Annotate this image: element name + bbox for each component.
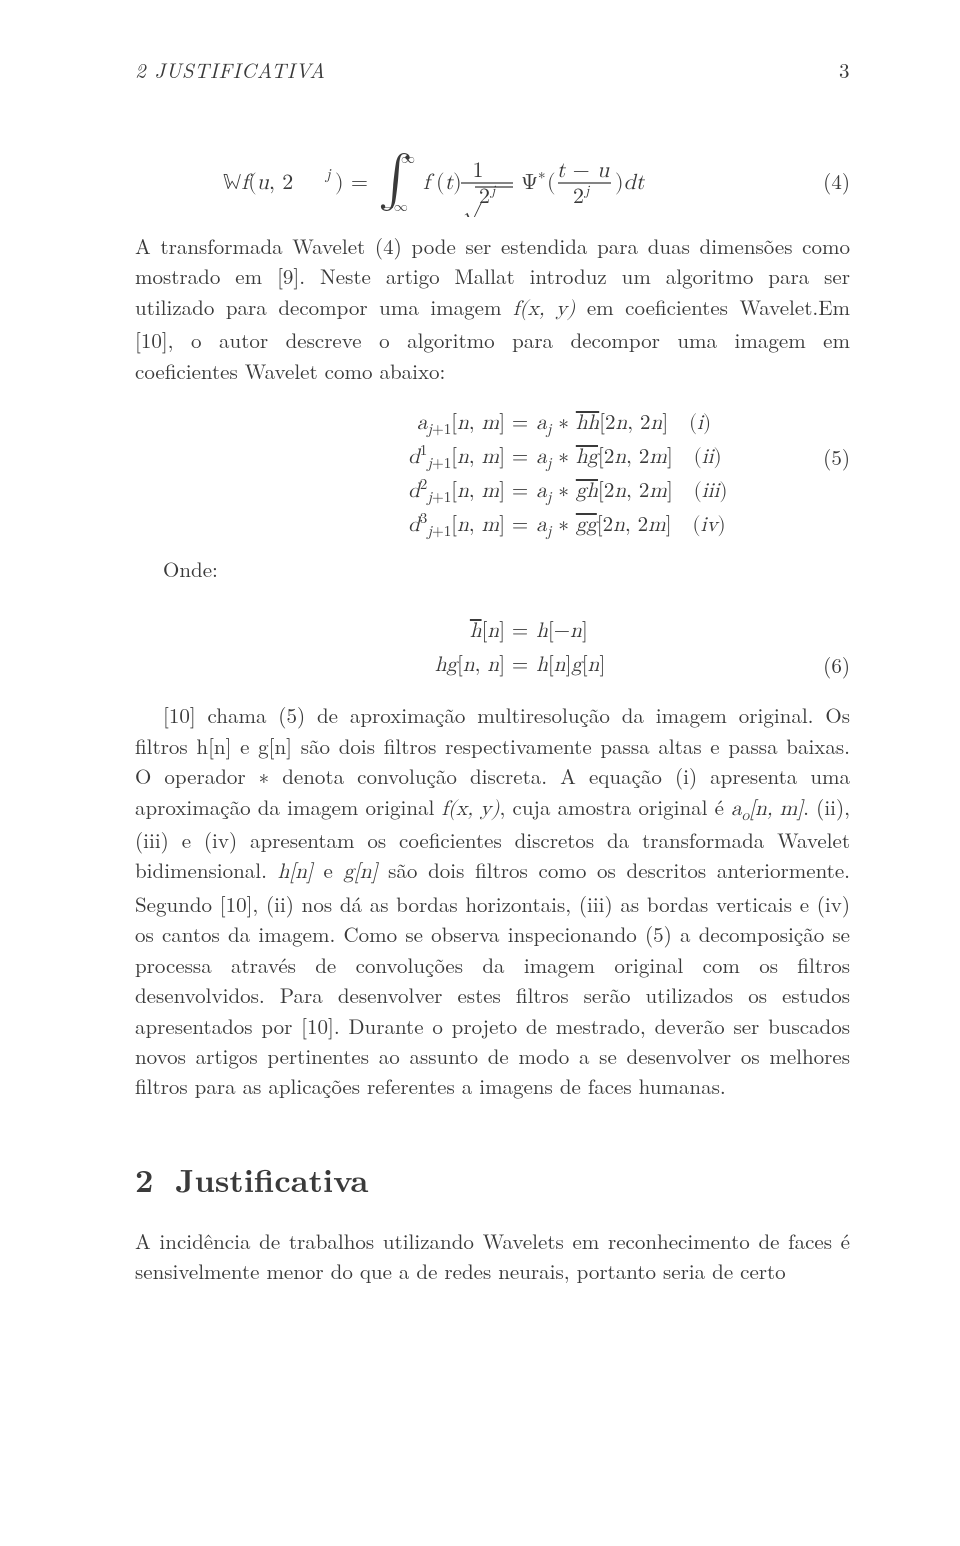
svg-text:(: (: [547, 172, 556, 195]
equation-5-block: aj+1[n, m] = aj ∗ hh[2n, 2n] (i) d1j+1[n…: [135, 406, 850, 542]
p2-part-6: e: [313, 855, 344, 885]
section-title-text: Justificativa: [175, 1157, 368, 1202]
equation-6-block: h[n] = h[−n] hg[n, n] = h[n]g[n] (6): [135, 614, 850, 682]
p2-math-5: h[n]: [278, 862, 313, 883]
running-head: 2 JUSTIFICATIVA 3: [135, 55, 850, 85]
svg-text:2: 2: [479, 186, 490, 208]
svg-text:j: j: [324, 167, 332, 183]
p2-math-3: ao[n, m]: [731, 799, 803, 820]
section-number: 2: [135, 1157, 153, 1202]
running-head-page-number: 3: [839, 55, 850, 85]
svg-text:Ψ: Ψ: [521, 172, 538, 194]
eq5-row3-lhs: d2j+1[n, m] =: [135, 479, 532, 504]
svg-text:∗: ∗: [538, 167, 546, 182]
svg-text:j: j: [489, 184, 497, 198]
paragraph-1-math-1: f(x, y): [513, 299, 575, 320]
svg-text:𝕎f(u, 2: 𝕎f(u, 2: [223, 172, 293, 195]
svg-text:1: 1: [472, 160, 483, 182]
eq6-row2-lhs: hg[n, n] =: [135, 653, 532, 678]
section-heading: 2 Justificativa: [135, 1157, 850, 1202]
p2-math-7: g[n]: [344, 862, 378, 883]
eq6-row1-rhs: h[−n]: [532, 619, 772, 644]
onde-label: Onde:: [135, 554, 850, 584]
svg-text:)dt: )dt: [615, 172, 646, 195]
eq6-row1-lhs: h[n] =: [135, 619, 532, 644]
eq5-row1-rhs: aj ∗ hh[2n, 2n] (i): [532, 411, 772, 436]
svg-text:−∞: −∞: [383, 200, 408, 214]
equation-5-row-4: d3j+1[n, m] = aj ∗ gg[2n, 2m] (iv): [135, 508, 850, 542]
eq5-row2-lhs: d1j+1[n, m] =: [135, 445, 532, 470]
equation-6-row-2: hg[n, n] = h[n]g[n] (6): [135, 648, 850, 682]
eq5-row1-lhs: aj+1[n, m] =: [135, 411, 532, 436]
svg-text:(t): (t): [436, 172, 462, 195]
paragraph-1: A transformada Wavelet (4) pode ser este…: [135, 231, 850, 386]
equation-4-math: 𝕎f(u, 2 j ) = ∫ ∞ −∞ f (t) 1 √ 2 j: [135, 145, 810, 217]
equation-5-number: (5): [772, 442, 850, 472]
equation-6-row-1: h[n] = h[−n]: [135, 614, 850, 648]
eq5-row2-rhs: aj ∗ hg[2n, 2m] (ii): [532, 445, 772, 470]
equation-4-number: (4): [810, 166, 850, 196]
eq5-row4-lhs: d3j+1[n, m] =: [135, 513, 532, 538]
paragraph-2: [10] chama (5) de aproximação multiresol…: [135, 700, 850, 1102]
equation-5-row-1: aj+1[n, m] = aj ∗ hh[2n, 2n] (i): [135, 406, 850, 440]
equation-6-number: (6): [772, 650, 850, 680]
p2-part-8: são dois filtros como os descritos anter…: [135, 855, 850, 1101]
page-container: 2 JUSTIFICATIVA 3 𝕎f(u, 2 j ) = ∫ ∞ −∞ f…: [0, 0, 960, 1546]
svg-text:t − u: t − u: [556, 160, 609, 182]
paragraph-3: A incidência de trabalhos utilizando Wav…: [135, 1226, 850, 1287]
p2-part-2: , cuja amostra original é: [500, 792, 732, 822]
svg-text:) =: ) =: [335, 172, 368, 195]
equation-5-row-2: d1j+1[n, m] = aj ∗ hg[2n, 2m] (ii) (5): [135, 440, 850, 474]
equation-5-row-3: d2j+1[n, m] = aj ∗ gh[2n, 2m] (iii): [135, 474, 850, 508]
equation-4-block: 𝕎f(u, 2 j ) = ∫ ∞ −∞ f (t) 1 √ 2 j: [135, 145, 850, 217]
svg-text:2: 2: [573, 186, 584, 208]
eq5-row3-rhs: aj ∗ gh[2n, 2m] (iii): [532, 479, 772, 504]
running-head-left: 2 JUSTIFICATIVA: [135, 55, 325, 85]
p2-math-1: f(x, y): [442, 799, 500, 820]
svg-text:∞: ∞: [401, 152, 415, 166]
eq5-row4-rhs: aj ∗ gg[2n, 2m] (iv): [532, 513, 772, 538]
svg-text:f: f: [423, 172, 435, 194]
eq6-row2-rhs: h[n]g[n]: [532, 653, 772, 678]
svg-text:j: j: [583, 184, 591, 198]
